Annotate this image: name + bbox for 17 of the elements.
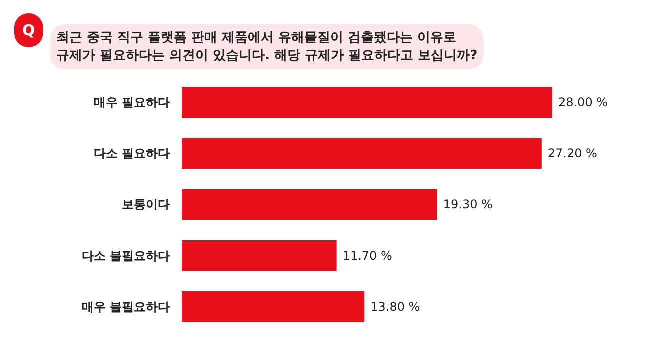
data-label: 27.20 % [548, 146, 598, 161]
bar [182, 87, 552, 118]
chart-title: 최근 중국 직구 플랫폼 판매 제품에서 유해물질이 검출됐다는 이유로 규제가 필요하다는 의견이 있습니다. 해당 규제가 필요하다고 보십니까? [56, 30, 478, 64]
data-label: 13.80 % [370, 300, 420, 314]
data-label: 11.70 % [342, 248, 392, 263]
y-tick-label: 보통이다 [122, 198, 170, 212]
y-tick-label: 다소 필요하다 [94, 146, 170, 161]
bar [182, 138, 542, 169]
bar [182, 189, 438, 220]
y-tick-label: 매우 필요하다 [94, 96, 170, 110]
bar [182, 240, 337, 272]
text: Q [22, 22, 36, 40]
data-label: 19.30 % [443, 198, 493, 212]
data-label: 28.00 % [558, 96, 608, 110]
y-tick-label: 다소 불필요하다 [82, 248, 170, 263]
bar [182, 292, 365, 322]
y-tick-label: 매우 불필요하다 [82, 300, 170, 314]
